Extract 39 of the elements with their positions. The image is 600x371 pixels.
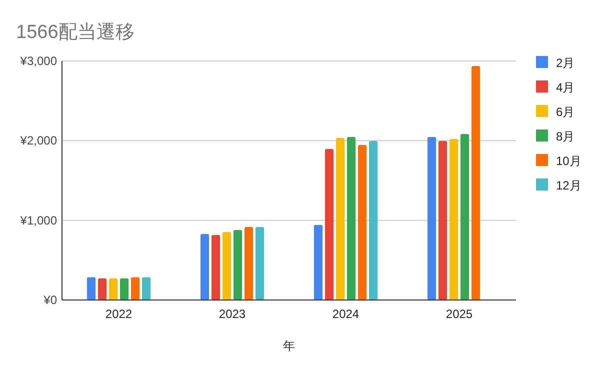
legend-label: 8月: [556, 130, 575, 144]
bar: [142, 277, 150, 300]
bar: [438, 140, 447, 300]
bar: [200, 234, 209, 300]
bar: [98, 278, 106, 300]
y-tick-label: ¥2,000: [19, 134, 58, 148]
legend-label: 10月: [556, 154, 582, 168]
x-tick-label: 2022: [105, 307, 132, 321]
bar: [314, 225, 322, 300]
y-tick-label: ¥1,000: [19, 213, 58, 228]
bar: [120, 278, 128, 300]
bar: [87, 277, 96, 300]
bar: [256, 227, 264, 300]
bar: [450, 138, 458, 300]
x-tick-label: 2025: [446, 307, 473, 321]
bar: [109, 278, 118, 300]
bar: [325, 149, 334, 300]
legend-label: 6月: [556, 105, 575, 119]
legend-label: 2月: [556, 56, 575, 70]
bar: [347, 137, 356, 300]
x-tick-label: 2023: [218, 307, 246, 321]
bar: [336, 138, 344, 300]
legend-label: 4月: [556, 80, 575, 94]
bar: [358, 144, 366, 300]
bar: [460, 134, 469, 300]
y-tick-label: ¥3,000: [19, 54, 58, 68]
bar: [472, 66, 480, 300]
bar: [369, 140, 378, 300]
bar: [234, 230, 242, 300]
x-axis-title: 年: [283, 339, 295, 353]
bar: [131, 277, 140, 300]
x-tick-label: 2024: [332, 307, 360, 321]
y-tick-label: ¥0: [42, 293, 58, 307]
bar: [244, 227, 253, 300]
bar: [212, 234, 220, 300]
bar: [222, 232, 231, 300]
legend-label: 12月: [556, 178, 582, 192]
bar: [428, 137, 436, 300]
chart-title: 1566配当遷移: [16, 22, 134, 43]
